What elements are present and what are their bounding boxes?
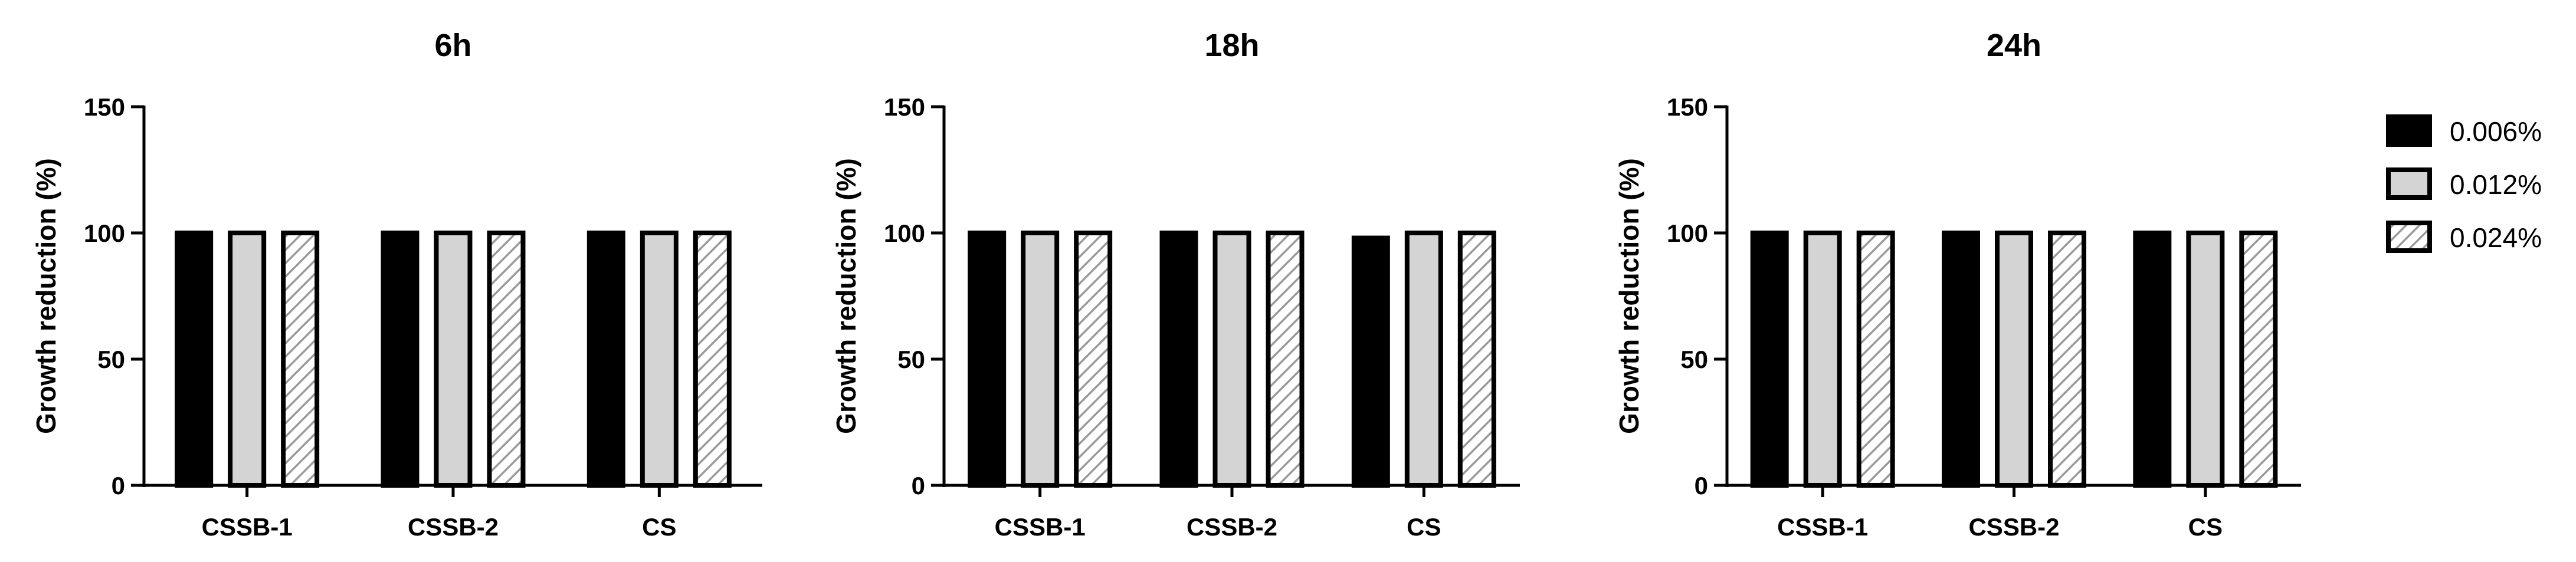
chart-title: 6h xyxy=(434,28,471,63)
bar-cs-0024 xyxy=(693,231,732,488)
bar-cssb-2-0006 xyxy=(381,231,419,488)
x-tick-label: CSSB-2 xyxy=(408,513,499,541)
bar-cs-0024 xyxy=(2239,231,2278,488)
y-tick-label: 100 xyxy=(1667,219,1708,247)
bar-cssb-2-0024 xyxy=(487,231,526,488)
x-tick-label: CSSB-1 xyxy=(1777,513,1868,541)
bar-cssb-1-0012 xyxy=(1021,231,1060,488)
x-tick-label: CSSB-1 xyxy=(202,513,293,541)
legend-item-0012: 0.012% xyxy=(2386,167,2542,200)
bar-cs-0006 xyxy=(586,231,625,488)
chart-title: 24h xyxy=(1987,28,2041,63)
y-axis-label: Growth reduction (%) xyxy=(31,158,61,434)
bar-cssb-1-0012 xyxy=(1803,231,1842,488)
bar-cssb-2-0012 xyxy=(434,231,473,488)
bar-cssb-1-0006 xyxy=(968,231,1007,488)
bar-cssb-1-0024 xyxy=(1074,231,1113,488)
legend-label: 0.012% xyxy=(2450,169,2542,200)
bar-cs-0006 xyxy=(2133,231,2172,488)
y-tick-label: 0 xyxy=(912,472,925,499)
y-axis-label: Growth reduction (%) xyxy=(1614,158,1644,434)
bar-cssb-2-0012 xyxy=(1995,231,2033,488)
x-tick-label: CSSB-2 xyxy=(1187,513,1277,541)
x-tick-label: CS xyxy=(1407,513,1441,541)
bar-cs-0012 xyxy=(640,231,679,488)
bar-cs-0012 xyxy=(1404,231,1443,488)
y-tick-label: 100 xyxy=(884,219,925,247)
y-tick-label: 150 xyxy=(884,93,925,121)
bar-cssb-1-0006 xyxy=(1750,231,1789,488)
y-tick-label: 50 xyxy=(1680,346,1708,373)
y-tick-label: 150 xyxy=(1667,93,1708,121)
legend: 0.006% 0.012% 0.024% xyxy=(2386,114,2542,253)
bar-cssb-1-0006 xyxy=(175,231,214,488)
legend-swatch xyxy=(2386,167,2432,200)
x-tick-label: CSSB-1 xyxy=(995,513,1086,541)
y-tick-label: 50 xyxy=(97,346,125,373)
bar-cssb-2-0024 xyxy=(1266,231,1305,488)
y-tick-label: 0 xyxy=(112,472,125,499)
x-tick-label: CS xyxy=(2188,513,2223,541)
legend-item-0024: 0.024% xyxy=(2386,221,2542,253)
bar-cs-0006 xyxy=(1351,235,1390,488)
bar-cs-0024 xyxy=(1457,231,1496,488)
bar-cssb-1-0024 xyxy=(1856,231,1895,488)
x-tick-label: CSSB-2 xyxy=(1968,513,2059,541)
bar-cssb-2-0024 xyxy=(2048,231,2086,488)
y-tick-label: 50 xyxy=(897,346,925,373)
y-tick-label: 0 xyxy=(1695,472,1708,499)
y-tick-label: 150 xyxy=(84,93,125,121)
legend-swatch xyxy=(2386,114,2432,147)
y-tick-label: 100 xyxy=(84,219,125,247)
bar-cssb-1-0024 xyxy=(281,231,320,488)
bar-cssb-1-0012 xyxy=(228,231,267,488)
legend-item-0006: 0.006% xyxy=(2386,114,2542,147)
bar-cs-0012 xyxy=(2186,231,2225,488)
bar-cssb-2-0006 xyxy=(1159,231,1198,488)
legend-swatch xyxy=(2386,221,2432,253)
chart-panel-6h: 6h Growth reduction (%) 0 50 100 150 CSSB-1 C… xyxy=(31,28,762,541)
bar-cssb-2-0006 xyxy=(1942,231,1980,488)
chart-panel-24h: 24h Growth reduction (%) 0 50 100 150 CSSB-1… xyxy=(1614,28,2301,541)
x-tick-label: CS xyxy=(642,513,676,541)
legend-label: 0.024% xyxy=(2450,222,2542,253)
bar-cssb-2-0012 xyxy=(1212,231,1251,488)
y-axis-label: Growth reduction (%) xyxy=(831,158,861,434)
legend-label: 0.006% xyxy=(2450,116,2542,147)
chart-panel-18h: 18h Growth reduction (%) 0 50 100 150 CSSB-1… xyxy=(831,28,1520,541)
chart-title: 18h xyxy=(1204,28,1259,63)
